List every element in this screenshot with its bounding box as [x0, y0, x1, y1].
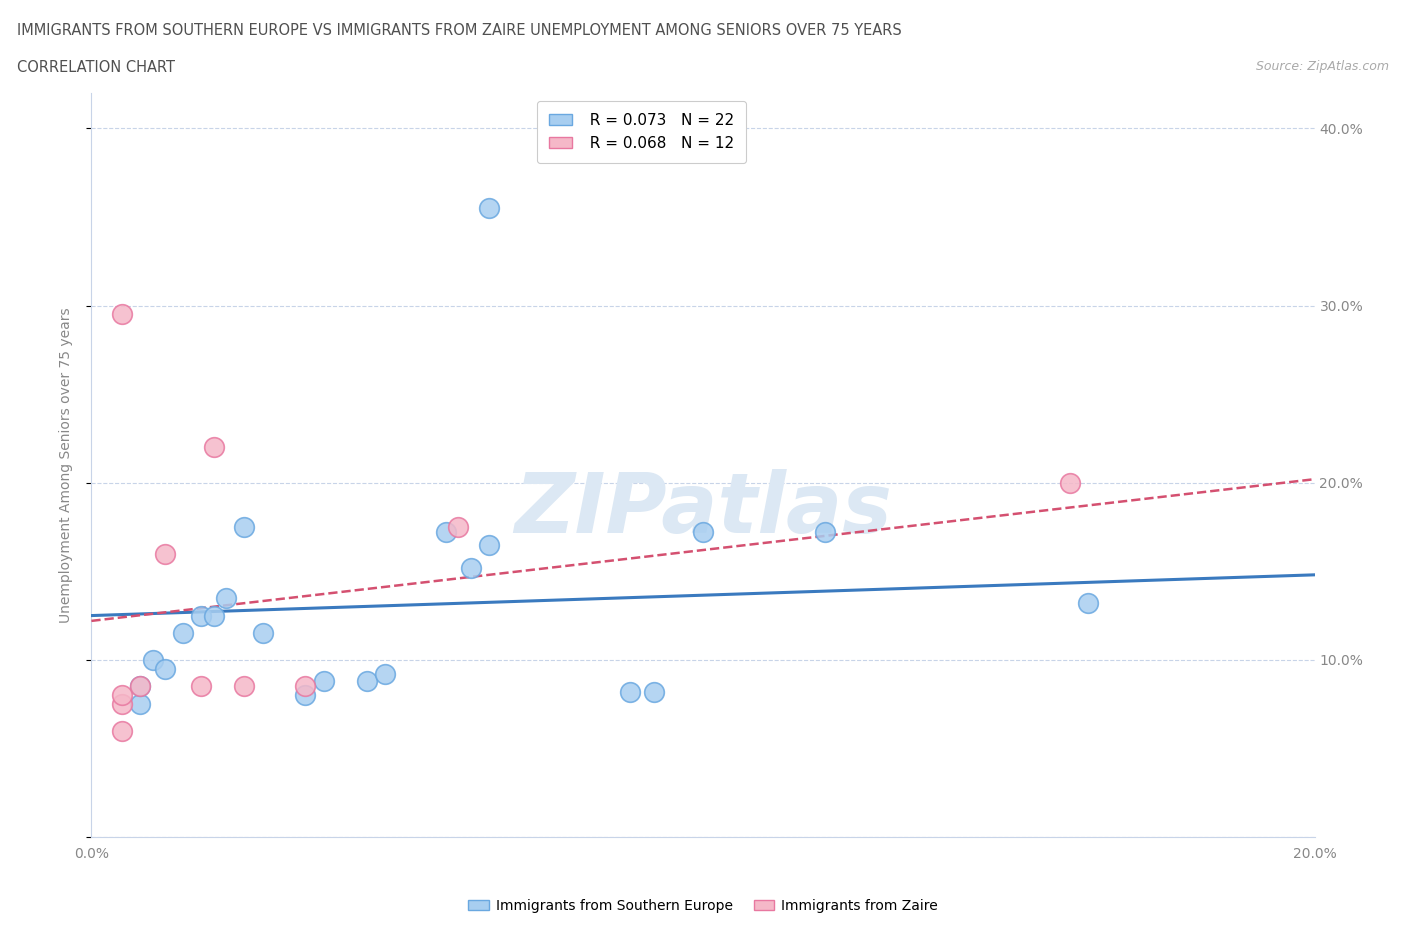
Point — [478, 201, 501, 216]
Text: IMMIGRANTS FROM SOUTHERN EUROPE VS IMMIGRANTS FROM ZAIRE UNEMPLOYMENT AMONG SENI: IMMIGRANTS FROM SOUTHERN EUROPE VS IMMIG… — [17, 23, 901, 38]
Legend:   R = 0.073   N = 22,   R = 0.068   N = 12: R = 0.073 N = 22, R = 0.068 N = 12 — [537, 100, 747, 163]
Point — [202, 608, 225, 623]
Legend: Immigrants from Southern Europe, Immigrants from Zaire: Immigrants from Southern Europe, Immigra… — [463, 894, 943, 919]
Text: CORRELATION CHART: CORRELATION CHART — [17, 60, 174, 75]
Point — [129, 679, 152, 694]
Point — [111, 697, 134, 711]
Point — [1059, 475, 1081, 490]
Point — [172, 626, 194, 641]
Point — [692, 525, 714, 539]
Point — [215, 591, 238, 605]
Point — [141, 653, 163, 668]
Point — [814, 525, 837, 539]
Point — [153, 546, 176, 561]
Point — [374, 667, 396, 682]
Point — [356, 673, 378, 688]
Point — [294, 679, 316, 694]
Point — [619, 684, 641, 699]
Point — [111, 724, 134, 738]
Point — [129, 679, 152, 694]
Point — [1077, 596, 1099, 611]
Point — [447, 520, 470, 535]
Point — [252, 626, 274, 641]
Y-axis label: Unemployment Among Seniors over 75 years: Unemployment Among Seniors over 75 years — [59, 307, 73, 623]
Point — [460, 560, 482, 575]
Point — [202, 440, 225, 455]
Text: Source: ZipAtlas.com: Source: ZipAtlas.com — [1256, 60, 1389, 73]
Point — [153, 661, 176, 676]
Point — [233, 679, 256, 694]
Point — [294, 688, 316, 703]
Text: ZIPatlas: ZIPatlas — [515, 469, 891, 551]
Point — [111, 688, 134, 703]
Point — [478, 538, 501, 552]
Point — [233, 520, 256, 535]
Point — [190, 608, 212, 623]
Point — [190, 679, 212, 694]
Point — [434, 525, 457, 539]
Point — [111, 307, 134, 322]
Point — [312, 673, 335, 688]
Point — [129, 697, 152, 711]
Point — [643, 684, 665, 699]
